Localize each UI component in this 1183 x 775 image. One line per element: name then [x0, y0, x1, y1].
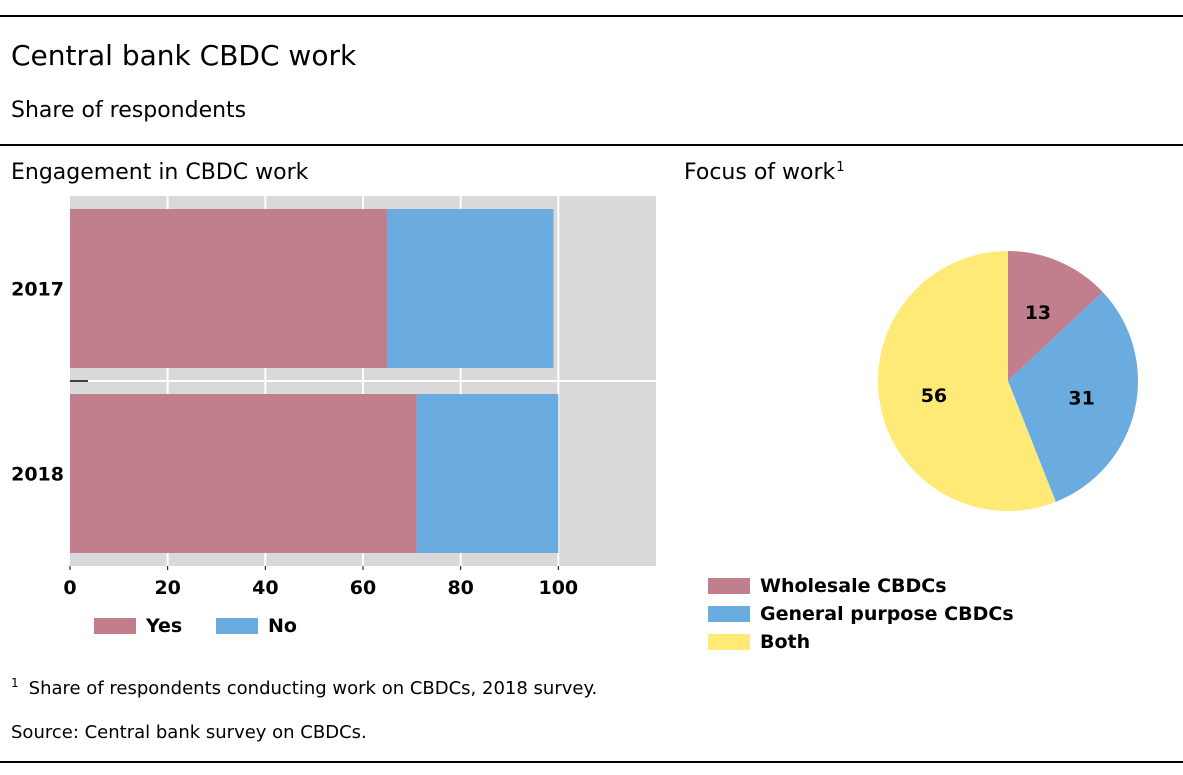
legend-swatch-both: [708, 634, 750, 650]
top-rule: [0, 15, 1183, 17]
bar-panel-title: Engagement in CBDC work: [11, 160, 309, 185]
legend-item-both: Both: [708, 631, 810, 653]
pie-slice-general-purpose-cbdcs: [1008, 292, 1138, 502]
header-rule: [0, 144, 1183, 146]
source-note: Source: Central bank survey on CBDCs.: [11, 722, 367, 743]
pie-slice-both: [878, 251, 1056, 512]
x-tick-label-80: 80: [447, 577, 473, 599]
footnote: 1 Share of respondents conducting work on…: [11, 676, 598, 699]
pie-panel-title: Focus of work1: [684, 160, 845, 185]
legend-label-wholesale: Wholesale CBDCs: [760, 575, 947, 597]
legend-item-yes: Yes: [94, 615, 182, 637]
pie-label-both: 56: [921, 385, 947, 407]
y-tick-label-2017: 2017: [11, 279, 64, 301]
footnote-marker: 1: [11, 676, 19, 690]
page-title: Central bank CBDC work: [11, 39, 357, 72]
legend-item-no: No: [216, 615, 297, 637]
bar-yes-2018: [70, 394, 417, 553]
legend-swatch-yes: [94, 618, 136, 634]
legend-swatch-wholesale: [708, 578, 750, 594]
x-tick-label-100: 100: [538, 577, 578, 599]
legend-label-yes: Yes: [146, 615, 183, 637]
legend-swatch-no: [216, 618, 258, 634]
footnote-text: Share of respondents conducting work on …: [28, 678, 598, 699]
page-subtitle: Share of respondents: [11, 98, 247, 123]
legend-label-general: General purpose CBDCs: [760, 603, 1014, 625]
legend-item-general: General purpose CBDCs: [708, 603, 1014, 625]
x-tick-label-40: 40: [252, 577, 278, 599]
bottom-rule: [0, 761, 1183, 763]
x-tick-label-20: 20: [154, 577, 180, 599]
legend-item-wholesale: Wholesale CBDCs: [708, 575, 947, 597]
legend-label-both: Both: [760, 631, 811, 653]
pie-title-footnote-marker: 1: [836, 159, 845, 175]
pie-label-general-purpose-cbdcs: 31: [1068, 387, 1094, 409]
bar-no-2018: [416, 394, 559, 553]
bar-no-2017: [387, 209, 554, 368]
x-tick-label-0: 0: [63, 577, 76, 599]
pie-slice-wholesale-cbdcs: [1008, 251, 1103, 381]
y-tick-label-2018: 2018: [11, 464, 64, 486]
legend-label-no: No: [268, 615, 297, 637]
legend-swatch-general: [708, 606, 750, 622]
bar-yes-2017: [70, 209, 388, 368]
pie-panel-title-text: Focus of work: [684, 160, 836, 185]
pie-label-wholesale-cbdcs: 13: [1025, 302, 1051, 324]
x-tick-label-60: 60: [350, 577, 376, 599]
